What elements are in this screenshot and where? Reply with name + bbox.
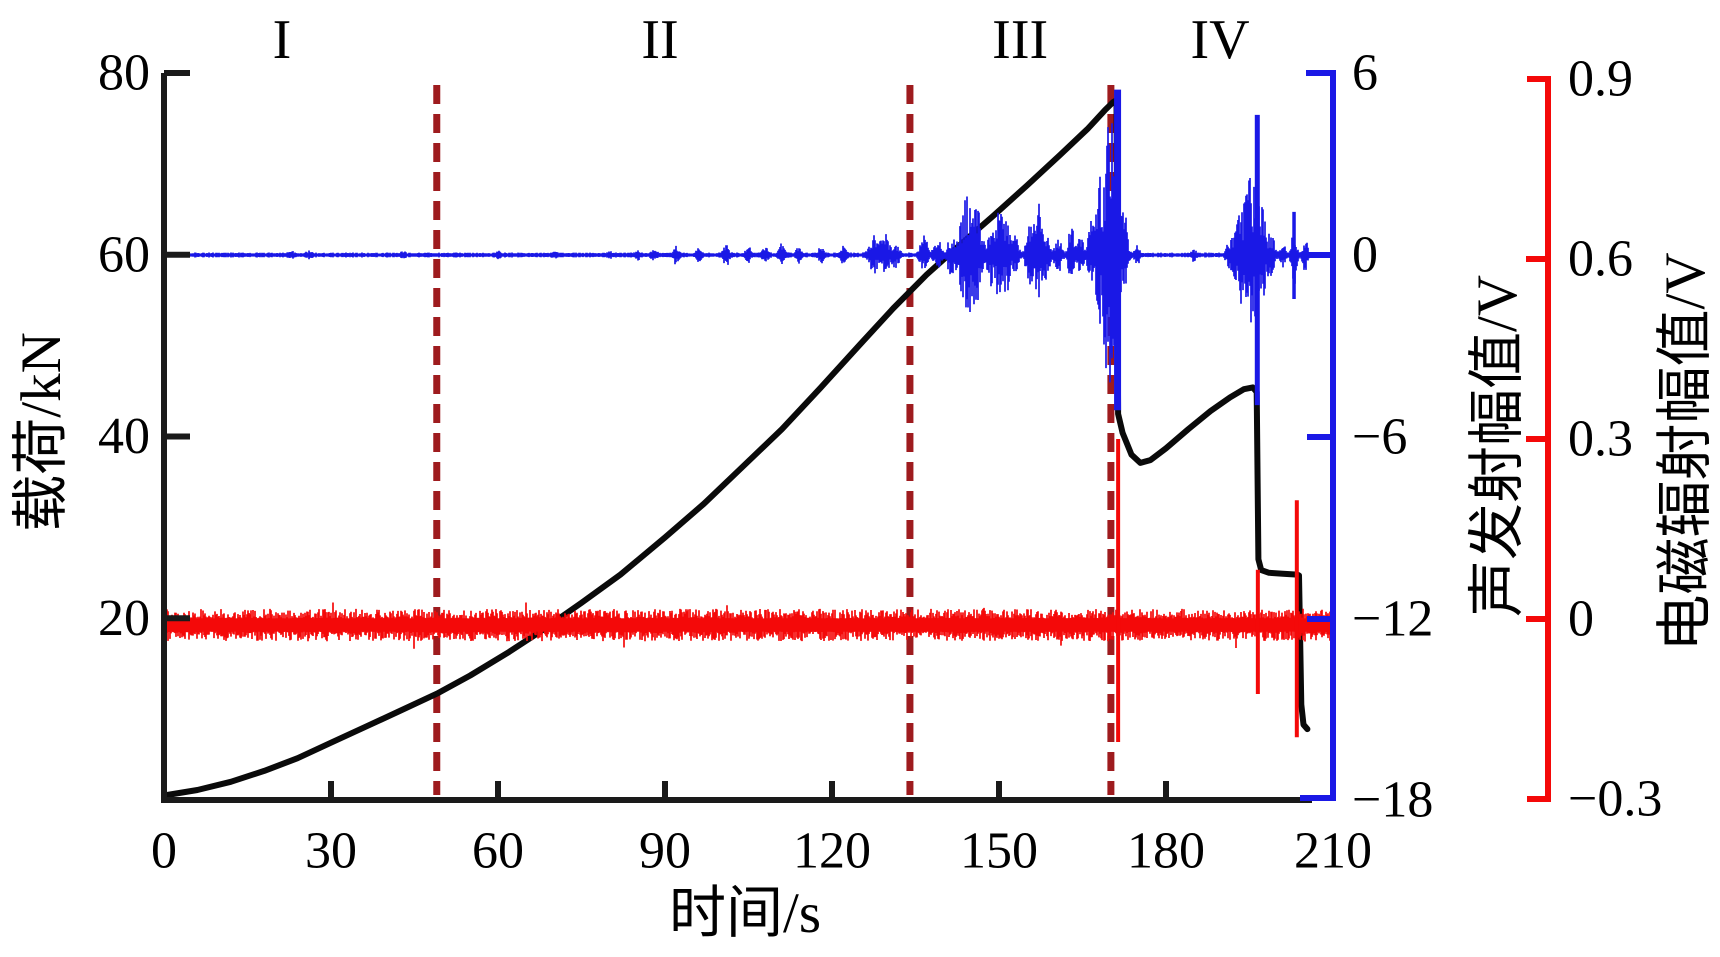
ae-noise-band — [163, 123, 1334, 383]
left-tick-label: 60 — [98, 226, 150, 283]
tick-labels: 0 30 60 90 120 150 180 2108060402060−6−12−180.9… — [98, 45, 1662, 880]
x-tick-label: 150 — [960, 823, 1038, 880]
stage-labels: I II III IV — [273, 9, 1250, 71]
x-tick-label: 90 — [639, 823, 691, 880]
stage-label-II: II — [641, 9, 678, 71]
blue-axis-title: 声发射幅值/V — [1466, 275, 1529, 617]
left-tick-label: 80 — [98, 45, 150, 102]
x-tick-label: 120 — [793, 823, 871, 880]
x-tick-label: 30 — [305, 823, 357, 880]
blue-tick-label: −18 — [1352, 772, 1433, 829]
blue-tick-label: −6 — [1352, 409, 1407, 466]
blue-tick-label: −12 — [1352, 591, 1433, 648]
load-curve — [161, 97, 1311, 799]
red-tick-label: 0.6 — [1568, 231, 1633, 288]
red-tick-label: 0 — [1568, 591, 1594, 648]
blue-tick-label: 6 — [1352, 45, 1378, 102]
x-tick-label: 60 — [472, 823, 524, 880]
red-tick-label: 0.9 — [1568, 51, 1633, 108]
stage-label-I: I — [273, 9, 292, 71]
left-axis-title: 载荷/kN — [10, 332, 73, 532]
ae-signal-series — [163, 89, 1334, 411]
left-tick-label: 20 — [98, 590, 150, 647]
blue-tick-label: 0 — [1352, 227, 1378, 284]
left-and-bottom-axis — [161, 73, 1312, 803]
stage-label-III: III — [992, 9, 1048, 71]
axes — [161, 70, 1551, 803]
x-tick-label: 210 — [1294, 823, 1372, 880]
x-axis-title: 时间/s — [668, 882, 822, 945]
left-tick-label: 40 — [98, 408, 150, 465]
stage-label-IV: IV — [1190, 9, 1249, 71]
x-tick-label: 180 — [1127, 823, 1205, 880]
red-tick-label: 0.3 — [1568, 411, 1633, 468]
red-axis-title: 电磁辐射幅值/V — [1654, 252, 1717, 652]
emr-signal-series — [163, 439, 1334, 742]
load-curve-series — [161, 97, 1311, 799]
x-tick-label: 0 — [151, 823, 177, 880]
red-tick-label: −0.3 — [1568, 771, 1662, 828]
